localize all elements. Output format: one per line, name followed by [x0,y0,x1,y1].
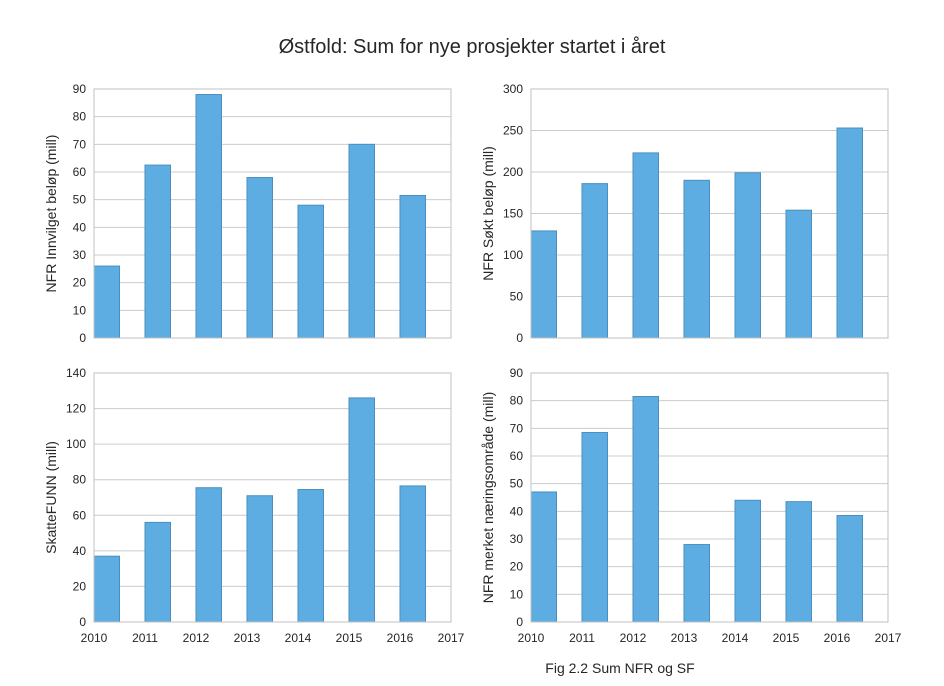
plot-frame [93,88,452,339]
bar [734,499,761,623]
bar [399,485,426,623]
figure-caption: Fig 2.2 Sum NFR og SF [545,660,695,676]
bar [530,230,557,339]
y-tick-label: 140 [66,366,86,380]
x-tick-label: 2011 [569,631,595,645]
y-tick-label: 30 [510,532,524,546]
y-tick-label: 150 [503,207,523,221]
x-tick-label: 2017 [875,631,902,645]
y-tick-label: 50 [73,193,87,207]
bar [683,179,710,339]
x-tick-label: 2016 [387,631,414,645]
y-axis-label: SkatteFUNN (mill) [43,441,59,554]
bar [632,152,659,339]
y-tick-label: 40 [73,220,87,234]
x-tick-label: 2011 [132,631,158,645]
y-tick-label: 50 [510,290,524,304]
panel-skattefunn: 0 20 40 60 80 100 120 140 2010 2011 2012 2013 2014 20… [43,366,465,645]
y-tick-label: 70 [73,137,87,151]
y-tick-label: 120 [66,402,86,416]
x-tick-label: 2013 [234,631,261,645]
y-tick-label: 250 [503,124,523,138]
bar [93,265,120,339]
y-tick-label: 80 [73,110,87,124]
bar [297,204,324,339]
y-tick-label: 50 [510,477,524,491]
x-tick-label: 2017 [438,631,465,645]
bar [734,172,761,339]
y-tick-label: 90 [510,366,524,380]
plot-frame [530,88,889,339]
y-tick-label: 60 [73,165,87,179]
bar [348,143,375,339]
y-axis-label: NFR Innvilget beløp (mill) [43,135,59,293]
x-tick-label: 2010 [81,631,108,645]
panel-nfr-innvilget: 0 10 20 30 40 50 60 70 80 90 NFR Innvilget beløp (… [43,82,452,345]
bar [195,94,222,339]
y-tick-label: 40 [73,544,87,558]
chart-title: Østfold: Sum for nye prosjekter startet … [278,36,666,58]
y-tick-label: 0 [516,331,523,345]
y-tick-label: 10 [73,303,87,317]
y-tick-label: 60 [510,449,524,463]
bar [93,555,120,623]
x-tick-label: 2015 [336,631,363,645]
y-tick-label: 90 [73,82,87,96]
y-tick-label: 70 [510,421,524,435]
bar [246,177,273,339]
bar [144,521,171,623]
y-tick-label: 20 [510,560,524,574]
x-tick-label: 2014 [722,631,749,645]
y-axis-label: NFR merket næringsområde (mill) [480,392,496,604]
y-tick-label: 300 [503,82,523,96]
y-tick-label: 80 [510,394,524,408]
bar [836,514,863,623]
bar [785,209,812,339]
x-tick-label: 2013 [671,631,698,645]
bar [348,397,375,623]
panel-nfr-sokt: 0 50 100 150 200 250 300 NFR Søkt beløp (mill) [480,82,889,345]
bar [632,396,659,623]
y-tick-label: 100 [66,437,86,451]
plot-frame [93,372,452,623]
bar [399,195,426,339]
y-tick-label: 100 [503,248,523,262]
y-tick-label: 20 [73,579,87,593]
y-axis-label: NFR Søkt beløp (mill) [480,146,496,281]
bar [683,544,710,623]
y-tick-label: 60 [73,508,87,522]
plot-frame [530,372,889,623]
y-tick-label: 0 [79,331,86,345]
panel-nfr-naeringsomrade: 0 10 20 30 40 50 60 70 80 90 2010 2011 2012 2013 2014 2… [480,366,902,645]
bar [836,127,863,339]
x-tick-label: 2015 [773,631,800,645]
y-tick-label: 40 [510,504,524,518]
x-tick-label: 2012 [620,631,647,645]
x-tick-label: 2010 [518,631,545,645]
y-tick-label: 20 [73,276,87,290]
y-tick-label: 30 [73,248,87,262]
y-tick-label: 0 [516,615,523,629]
x-tick-label: 2016 [824,631,851,645]
bar [581,431,608,623]
y-tick-label: 10 [510,587,524,601]
bar [530,491,557,623]
x-tick-label: 2014 [285,631,312,645]
y-tick-label: 80 [73,473,87,487]
y-tick-label: 200 [503,165,523,179]
bar [581,183,608,339]
bar [195,487,222,623]
x-tick-label: 2012 [183,631,210,645]
y-tick-label: 0 [79,615,86,629]
bar [297,488,324,623]
bar [144,164,171,339]
bar [785,501,812,623]
bar [246,495,273,623]
